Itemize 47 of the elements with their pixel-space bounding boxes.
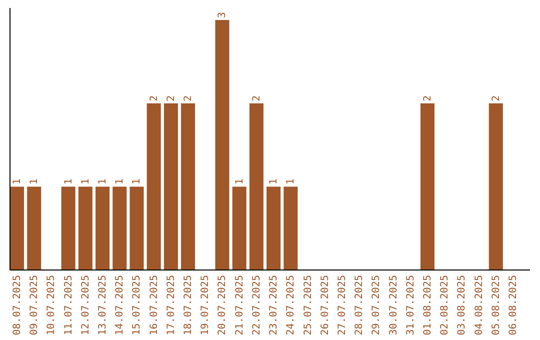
data-label: 1 [29, 178, 40, 185]
x-tick-label: 25.07.2025 [302, 275, 314, 336]
x-tick-label: 27.07.2025 [336, 275, 348, 336]
data-label: 1 [268, 178, 280, 185]
data-label: 2 [166, 95, 177, 102]
x-tick-label: 17.07.2025 [166, 275, 177, 336]
x-tick-label: 29.07.2025 [371, 275, 382, 336]
data-label: 1 [63, 178, 74, 185]
data-label: 1 [234, 178, 246, 185]
data-label: 2 [251, 95, 262, 102]
data-label: 2 [148, 95, 160, 102]
x-tick-label: 11.07.2025 [63, 275, 74, 336]
x-tick-label: 01.08.2025 [422, 275, 434, 336]
x-tick-label: 16.07.2025 [148, 275, 160, 336]
data-label: 1 [12, 178, 24, 185]
x-tick-label: 03.08.2025 [456, 275, 468, 336]
data-label: 1 [132, 178, 143, 185]
x-tick-label: 15.07.2025 [132, 275, 143, 336]
x-tick-label: 05.08.2025 [490, 275, 502, 336]
x-tick-label: 28.07.2025 [354, 275, 366, 336]
data-label: 2 [490, 95, 502, 102]
x-tick-label: 09.07.2025 [29, 275, 40, 336]
x-tick-label: 22.07.2025 [251, 275, 262, 336]
data-label: 3 [217, 12, 228, 18]
x-tick-label: 19.07.2025 [200, 275, 212, 336]
x-tick-label: 24.07.2025 [286, 275, 297, 336]
x-tick-label: 18.07.2025 [183, 275, 194, 336]
x-tick-label: 06.08.2025 [508, 275, 519, 336]
x-tick-label: 10.07.2025 [46, 275, 58, 336]
x-tick-label: 31.07.2025 [405, 275, 416, 336]
x-tick-label: 30.07.2025 [388, 275, 400, 336]
x-tick-label: 21.07.2025 [234, 275, 246, 336]
data-label: 2 [422, 95, 434, 102]
x-tick-label: 26.07.2025 [320, 275, 331, 336]
data-label: 2 [183, 95, 194, 102]
x-tick-label: 08.07.2025 [12, 275, 24, 336]
x-tick-label: 04.08.2025 [474, 275, 485, 336]
x-tick-label: 23.07.2025 [268, 275, 280, 336]
x-tick-label: 20.07.2025 [217, 275, 228, 336]
x-tick-label: 13.07.2025 [98, 275, 109, 336]
data-label: 1 [114, 178, 126, 185]
x-tick-label: 14.07.2025 [114, 275, 126, 336]
x-tick-label: 12.07.2025 [80, 275, 92, 336]
data-label: 1 [80, 178, 92, 185]
data-label: 1 [98, 178, 109, 185]
x-tick-label: 02.08.2025 [440, 275, 451, 336]
data-label: 1 [286, 178, 297, 185]
